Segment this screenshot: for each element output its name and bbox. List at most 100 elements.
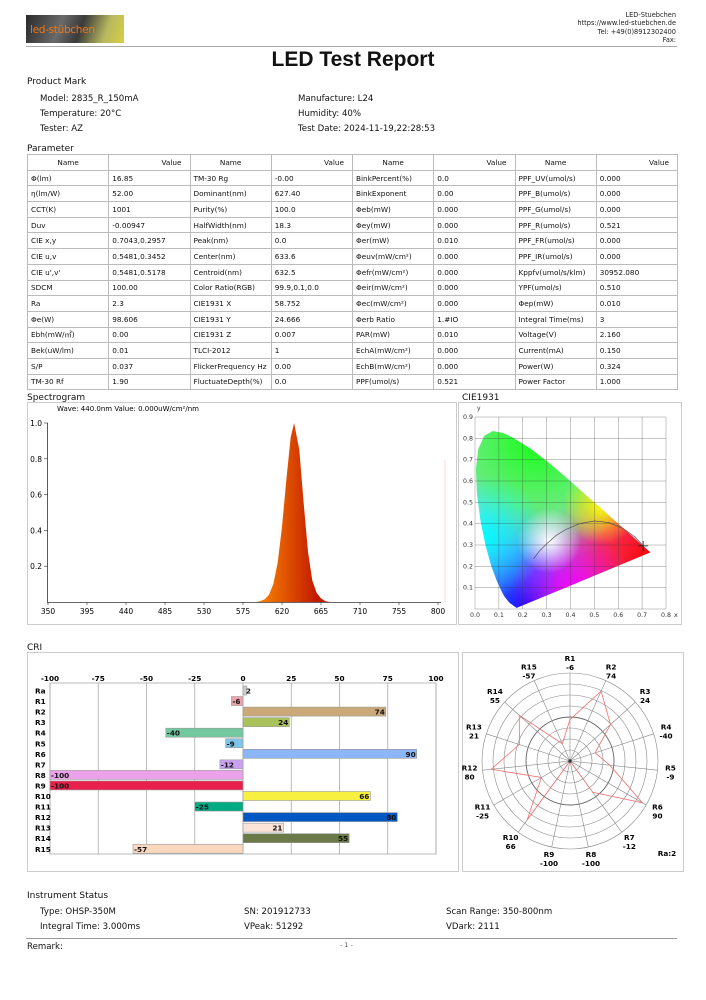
radar-spoke (486, 733, 571, 762)
company-fax: Fax: (662, 35, 676, 44)
bar-value-label: -40 (167, 729, 180, 738)
x-tick-label: 575 (236, 607, 251, 616)
radar-spoke (569, 760, 658, 771)
x-tick-label: 0.0 (470, 612, 480, 619)
product-mark-heading: Product Mark (27, 77, 87, 87)
table-row: η(lm/W) 52.00 Dominant(nm) 627.40 BinkExpone… (26, 185, 679, 203)
category-label: R9 (35, 781, 46, 790)
radar-value: 66 (506, 842, 516, 851)
y-tick-label: 0.2 (30, 562, 42, 571)
radar-spoke (493, 760, 571, 806)
radar-spoke (551, 760, 571, 848)
radar-value: -9 (666, 772, 674, 781)
radar-spoke (569, 733, 654, 762)
parameter-heading: Parameter (27, 144, 74, 154)
page-title: LED Test Report (271, 48, 435, 71)
cie1931-panel (458, 402, 682, 625)
y-tick-label: 1.0 (30, 419, 42, 428)
radar-label: R2 (606, 663, 617, 672)
planckian-locus (533, 520, 644, 560)
cri-bar-r12 (242, 812, 398, 822)
x-tick-label: 530 (197, 607, 212, 616)
y-tick-label: 0.6 (30, 491, 42, 500)
cri-bar-r3 (242, 717, 290, 727)
param-value: 1.90 (108, 373, 191, 391)
x-tick-label: 50 (334, 674, 344, 683)
cri-heading: CRI (27, 643, 43, 653)
cri-bar-r4 (165, 727, 244, 738)
x-tick-label: -100 (41, 674, 59, 683)
chromaticity-gamut (475, 431, 651, 608)
y-axis-label: y (477, 405, 481, 412)
scan-range: Scan Range: 350-800nm (446, 907, 553, 917)
cie1931-chart: 0.0 0.1 0.2 0.3 0.4 0.5 0.6 0.7 0.8 x0.10.20.30.4… (463, 405, 678, 619)
table-row: Bek(uW/lm) 0.01 TLCI-2012 1 EchA(mW/cm²) 0.00… (26, 342, 679, 359)
spectrogram-readout: Wave: 440.0nm Value: 0.000uW/cm²/nm (57, 405, 199, 413)
x-tick-label: 25 (286, 674, 296, 683)
vdark: VDark: 2111 (446, 922, 500, 932)
category-label: R5 (35, 739, 46, 748)
radar-value: -100 (540, 859, 558, 868)
cri-bar-r13 (242, 822, 284, 833)
x-tick-label: -75 (92, 674, 105, 683)
category-label: R3 (35, 718, 46, 727)
param-value: 0.000 (595, 169, 679, 187)
param-name: TM-30 Rf (26, 373, 110, 391)
x-tick-label: 0.5 (589, 612, 599, 619)
spectrum-area (256, 423, 330, 602)
param-name: FluctuateDepth(%) (189, 373, 272, 391)
x-tick-label: 350 (41, 607, 56, 616)
manufacture: Manufacture: L24 (298, 94, 374, 104)
cri-bar-r14 (242, 833, 350, 844)
radar-value: -25 (476, 812, 489, 821)
vpeak: VPeak: 51292 (244, 922, 304, 932)
category-label: R13 (35, 824, 51, 833)
radar-spoke (482, 760, 571, 771)
x-tick-label: 0.1 (494, 612, 504, 619)
bar-value-label: -100 (51, 781, 69, 790)
x-tick-label: 755 (392, 607, 407, 616)
table-header-row: Name Value Name Value Name Value Name Value (26, 154, 679, 171)
x-tick-label: 100 (428, 674, 443, 683)
table-row: Duv -0.00947 HalfWidth(nm) 18.3 Φey(mW) 0.000… (26, 216, 679, 234)
x-tick-label: 485 (158, 607, 173, 616)
bar-value-label: -57 (134, 845, 147, 854)
y-tick-label: 0.7 (463, 457, 473, 464)
x-tick-label: 0.6 (613, 612, 623, 619)
radar-value: 55 (490, 696, 500, 705)
radar-spoke (569, 760, 647, 806)
category-label: R12 (35, 813, 51, 822)
integral-time: Integral Time: 3.000ms (40, 922, 141, 932)
radar-label: R8 (586, 850, 597, 859)
y-tick-label: 0.6 (463, 478, 473, 485)
radar-label: R13 (466, 722, 482, 731)
page-number: - 1 - (340, 941, 353, 949)
radar-value: 21 (469, 731, 479, 740)
radar-value: -6 (566, 663, 574, 672)
cri-bar-r6 (242, 748, 417, 759)
cri-bar-r2 (242, 706, 387, 717)
category-label: R15 (35, 845, 51, 854)
y-tick-label: 0.5 (463, 499, 473, 506)
table-row: TM-30 Rf 1.90 FluctuateDepth(%) 0.0 PPF(umol… (26, 373, 679, 391)
bar-value-label: -25 (196, 803, 209, 812)
company-info: LED-Stuebchen https://www.led-stuebchen.… (577, 11, 676, 44)
radar-spoke (569, 680, 607, 762)
cie1931-heading: CIE1931 (462, 393, 500, 403)
x-tick-label: 75 (383, 674, 393, 683)
parameter-table: Name Value Name Value Name Value Name Value Φ(lm… (26, 154, 679, 391)
cri-bar-r1 (231, 696, 244, 706)
temperature: Temperature: 20°C (40, 109, 122, 119)
ra-summary: Ra:2 (658, 849, 677, 858)
x-tick-label: 0.2 (518, 612, 528, 619)
company-tel: Tel: +49(0)8912302400 (597, 27, 676, 36)
category-label: R1 (35, 697, 46, 706)
y-tick-label: 0.3 (463, 542, 473, 549)
footer-divider (26, 938, 677, 939)
radar-value: 74 (606, 672, 616, 681)
cri-bar-ra (242, 685, 248, 696)
bar-value-label: 74 (375, 708, 385, 717)
instrument-sn: SN: 201912733 (244, 907, 311, 917)
bar-value-label: -9 (227, 739, 235, 748)
cri-bar-r11 (194, 801, 244, 812)
